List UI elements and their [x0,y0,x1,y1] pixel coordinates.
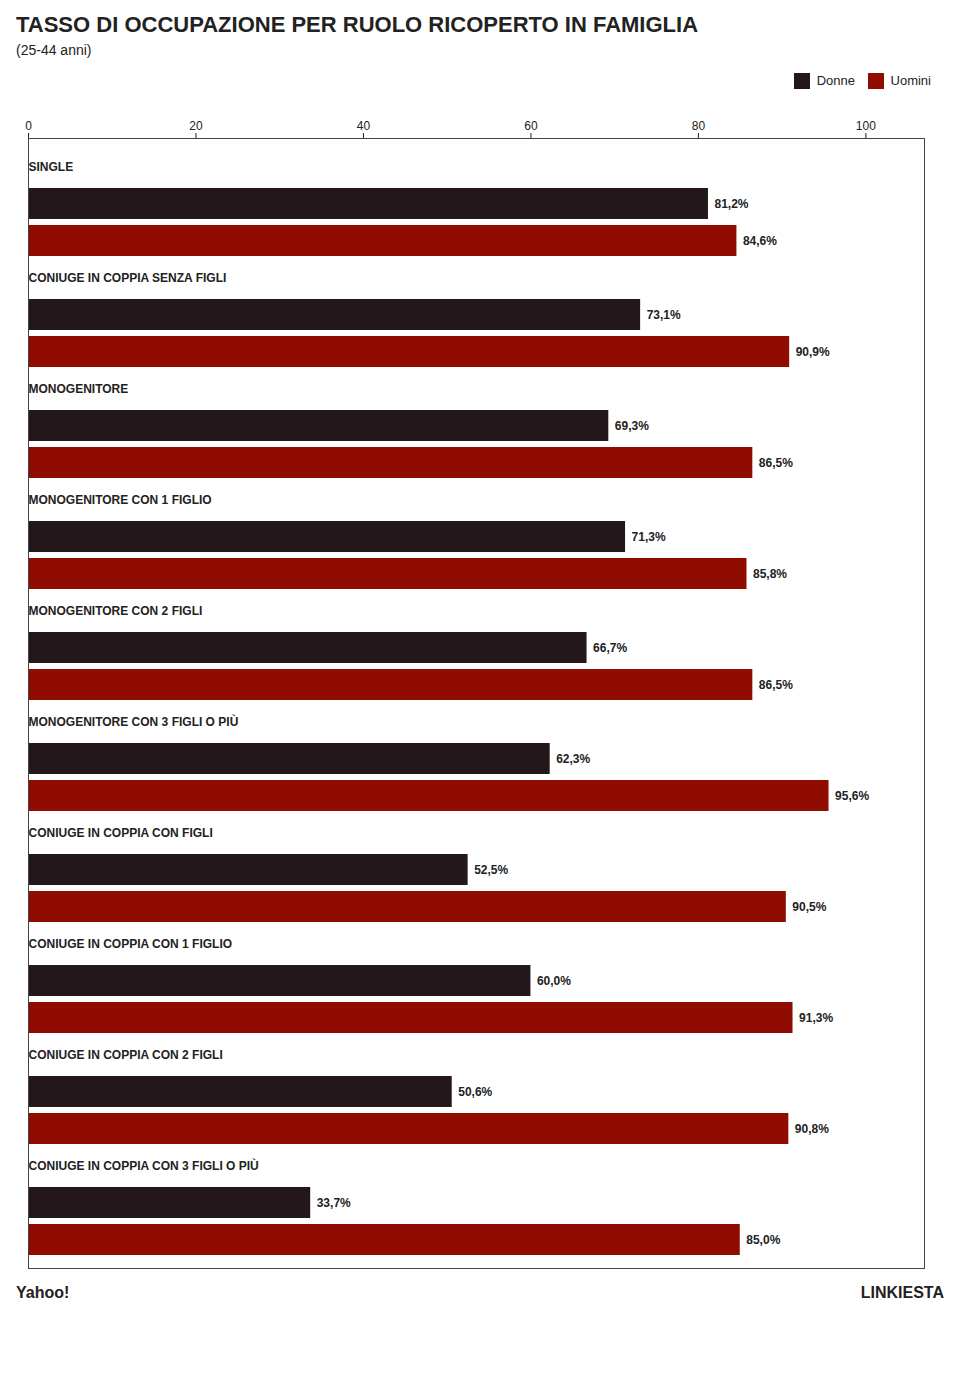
svg-text:CONIUGE IN COPPIA SENZA FIGLI: CONIUGE IN COPPIA SENZA FIGLI [29,270,227,284]
svg-text:90,5%: 90,5% [792,899,826,913]
svg-text:85,0%: 85,0% [746,1232,780,1246]
svg-text:71,3%: 71,3% [632,529,666,543]
html-text:(25-44 anni): (25-44 anni) [16,42,92,58]
svg-text:91,3%: 91,3% [799,1010,833,1024]
svg-text:100: 100 [856,118,876,132]
svg-text:60,0%: 60,0% [537,973,571,987]
svg-text:62,3%: 62,3% [556,751,590,765]
svg-text:20: 20 [189,118,203,132]
svg-text:CONIUGE IN COPPIA CON 3 FIGLI: CONIUGE IN COPPIA CON 3 FIGLI O PIÙ [29,1157,259,1172]
svg-text:86,5%: 86,5% [759,455,793,469]
svg-text:85,8%: 85,8% [753,566,787,580]
svg-text:95,6%: 95,6% [835,788,869,802]
svg-text:50,6%: 50,6% [458,1084,492,1098]
svg-text:60: 60 [524,118,538,132]
svg-text:90,9%: 90,9% [796,344,830,358]
svg-text:40: 40 [357,118,371,132]
svg-text:CONIUGE IN COPPIA CON 2 FIGLI: CONIUGE IN COPPIA CON 2 FIGLI [29,1047,223,1061]
svg-text:73,1%: 73,1% [647,307,681,321]
svg-text:69,3%: 69,3% [615,418,649,432]
svg-text:84,6%: 84,6% [743,233,777,247]
html-text:LINKIESTA: LINKIESTA [860,1283,944,1301]
svg-text:80: 80 [692,118,706,132]
html-text:Yahoo!: Yahoo! [16,1283,70,1301]
svg-text:90,8%: 90,8% [795,1121,829,1135]
svg-text:52,5%: 52,5% [474,862,508,876]
html-text:Donne: Donne [816,73,855,88]
svg-text:SINGLE: SINGLE [29,159,74,173]
svg-text:MONOGENITORE CON 2 FIGLI: MONOGENITORE CON 2 FIGLI [29,603,203,617]
html-text:TASSO DI OCCUPAZIONE PER RUOLO: TASSO DI OCCUPAZIONE PER RUOLO RICOPERTO… [16,12,698,37]
svg-text:0: 0 [25,118,32,132]
svg-text:MONOGENITORE CON 3 FIGLI O PIÙ: MONOGENITORE CON 3 FIGLI O PIÙ [29,713,239,728]
svg-text:CONIUGE IN COPPIA CON FIGLI: CONIUGE IN COPPIA CON FIGLI [29,825,213,839]
svg-text:81,2%: 81,2% [714,196,748,210]
svg-text:86,5%: 86,5% [759,677,793,691]
svg-text:CONIUGE IN COPPIA CON 1 FIGLIO: CONIUGE IN COPPIA CON 1 FIGLIO [29,936,233,950]
svg-text:MONOGENITORE: MONOGENITORE [29,381,129,395]
svg-text:MONOGENITORE CON 1 FIGLIO: MONOGENITORE CON 1 FIGLIO [29,492,212,506]
svg-text:33,7%: 33,7% [317,1195,351,1209]
svg-text:66,7%: 66,7% [593,640,627,654]
html-text:Uomini: Uomini [890,73,931,88]
